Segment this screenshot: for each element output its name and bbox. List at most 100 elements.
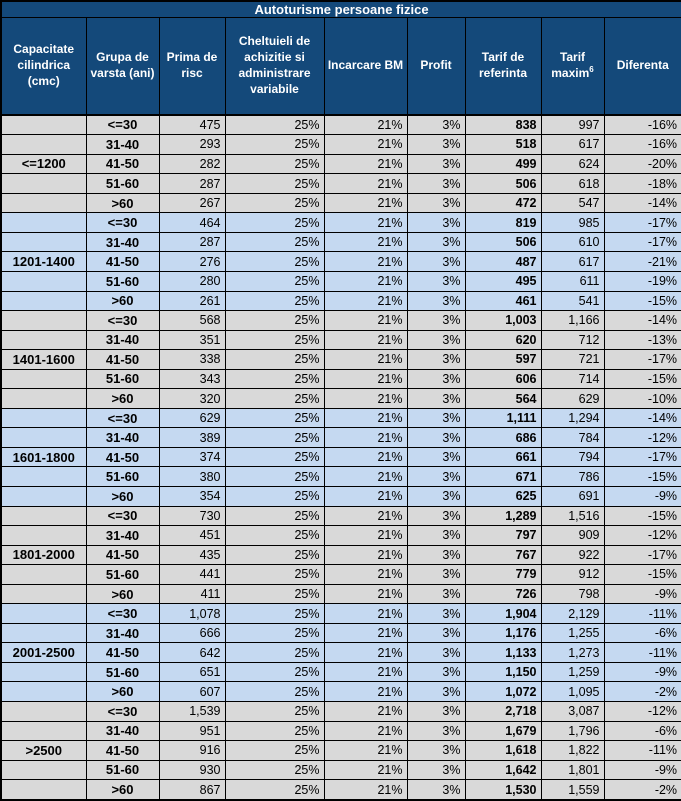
diferenta-cell: -15% — [603, 564, 681, 585]
tarif-maxim-cell: 798 — [540, 583, 605, 605]
incarcare-bm-cell: 21% — [323, 525, 408, 546]
cheltuieli-cell: 25% — [224, 661, 325, 683]
prima-de-risc-cell: 287 — [158, 231, 226, 253]
incarcare-bm-cell: 21% — [323, 779, 408, 801]
diferenta-cell: -11% — [603, 740, 681, 761]
age-cell: 31-40 — [85, 231, 160, 253]
tarif-referinta-cell: 1,642 — [464, 759, 542, 781]
tarif-referinta-cell: 1,176 — [464, 622, 542, 644]
tarif-maxim-cell: 1,095 — [540, 681, 605, 703]
incarcare-bm-cell: 21% — [323, 173, 408, 194]
table-row: <=30 464 25% 21% 3% 819 985 -17% — [0, 212, 681, 233]
profit-cell: 3% — [406, 270, 466, 292]
capacity-cell: 1201-1400 — [0, 251, 87, 272]
tarif-maxim-cell: 610 — [540, 231, 605, 253]
capacity-cell: 1801-2000 — [0, 544, 87, 566]
table-row: 51-60 380 25% 21% 3% 671 786 -15% — [0, 466, 681, 487]
table-row: 31-40 287 25% 21% 3% 506 610 -17% — [0, 231, 681, 253]
profit-cell: 3% — [406, 251, 466, 272]
capacity-cell: <=1200 — [0, 153, 87, 175]
tarif-maxim-cell: 784 — [540, 427, 605, 448]
cheltuieli-cell: 25% — [224, 407, 325, 429]
table-row: 1401-1600 41-50 338 25% 21% 3% 597 721 -17% — [0, 349, 681, 370]
table-row: >60 607 25% 21% 3% 1,072 1,095 -2% — [0, 681, 681, 703]
incarcare-bm-cell: 21% — [323, 661, 408, 683]
tarif-referinta-cell: 625 — [464, 486, 542, 507]
table-row: <=30 1,078 25% 21% 3% 1,904 2,129 -11% — [0, 603, 681, 624]
age-cell: 31-40 — [85, 720, 160, 742]
tarif-maxim-cell: 912 — [540, 564, 605, 585]
profit-cell: 3% — [406, 720, 466, 742]
diferenta-cell: -10% — [603, 388, 681, 409]
table-row: >60 261 25% 21% 3% 461 541 -15% — [0, 290, 681, 312]
profit-cell: 3% — [406, 446, 466, 468]
cheltuieli-cell: 25% — [224, 681, 325, 703]
tarif-maxim-cell: 909 — [540, 525, 605, 546]
incarcare-bm-cell: 21% — [323, 251, 408, 272]
incarcare-bm-cell: 21% — [323, 466, 408, 487]
tarif-maxim-cell: 1,516 — [540, 505, 605, 527]
age-cell: >60 — [85, 583, 160, 605]
diferenta-cell: -9% — [603, 661, 681, 683]
tarif-maxim-cell: 1,259 — [540, 661, 605, 683]
profit-cell: 3% — [406, 661, 466, 683]
table-title: Autoturisme persoane fizice — [0, 0, 681, 18]
profit-cell: 3% — [406, 407, 466, 429]
cheltuieli-cell: 25% — [224, 368, 325, 390]
tarif-maxim-cell: 1,273 — [540, 642, 605, 663]
tarif-referinta-cell: 726 — [464, 583, 542, 605]
age-cell: <=30 — [85, 113, 160, 136]
capacity-cell — [0, 681, 87, 703]
table-body: <=30 475 25% 21% 3% 838 997 -16% 31-40 293 25% 21% 3… — [0, 113, 681, 801]
age-cell: 41-50 — [85, 349, 160, 370]
tarif-referinta-cell: 838 — [464, 113, 542, 136]
cheltuieli-cell: 25% — [224, 173, 325, 194]
profit-cell: 3% — [406, 681, 466, 703]
column-header-profit: Profit — [406, 17, 466, 116]
prima-de-risc-cell: 916 — [158, 740, 226, 761]
tarif-maxim-cell: 1,294 — [540, 407, 605, 429]
profit-cell: 3% — [406, 134, 466, 155]
capacity-cell — [0, 407, 87, 429]
table-row: <=30 629 25% 21% 3% 1,111 1,294 -14% — [0, 407, 681, 429]
tarif-maxim-cell: 617 — [540, 134, 605, 155]
incarcare-bm-cell: 21% — [323, 329, 408, 351]
profit-cell: 3% — [406, 740, 466, 761]
incarcare-bm-cell: 21% — [323, 310, 408, 331]
column-header-capacity: Capacitate cilindrica (cmc) — [0, 17, 87, 116]
age-cell: 51-60 — [85, 368, 160, 390]
cheltuieli-cell: 25% — [224, 329, 325, 351]
tarif-referinta-cell: 1,003 — [464, 310, 542, 331]
age-cell: 51-60 — [85, 661, 160, 683]
prima-de-risc-cell: 451 — [158, 525, 226, 546]
capacity-cell — [0, 661, 87, 683]
tarif-referinta-cell: 1,904 — [464, 603, 542, 624]
cheltuieli-cell: 25% — [224, 740, 325, 761]
tarif-referinta-cell: 1,530 — [464, 779, 542, 801]
column-header-tarif-maxim: Tarif maxim6 — [540, 17, 605, 116]
capacity-cell: 1601-1800 — [0, 446, 87, 468]
profit-cell: 3% — [406, 759, 466, 781]
cheltuieli-cell: 25% — [224, 505, 325, 527]
cheltuieli-cell: 25% — [224, 113, 325, 136]
prima-de-risc-cell: 343 — [158, 368, 226, 390]
tarif-referinta-cell: 1,111 — [464, 407, 542, 429]
profit-cell: 3% — [406, 212, 466, 233]
table-row: 1601-1800 41-50 374 25% 21% 3% 661 794 -17% — [0, 446, 681, 468]
diferenta-cell: -16% — [603, 134, 681, 155]
profit-cell: 3% — [406, 290, 466, 312]
tarif-maxim-cell: 611 — [540, 270, 605, 292]
tarif-referinta-cell: 1,133 — [464, 642, 542, 663]
table-row: >60 354 25% 21% 3% 625 691 -9% — [0, 486, 681, 507]
tarif-maxim-cell: 617 — [540, 251, 605, 272]
incarcare-bm-cell: 21% — [323, 153, 408, 175]
prima-de-risc-cell: 1,078 — [158, 603, 226, 624]
diferenta-cell: -15% — [603, 290, 681, 312]
capacity-cell — [0, 329, 87, 351]
profit-cell: 3% — [406, 192, 466, 214]
cheltuieli-cell: 25% — [224, 212, 325, 233]
tarif-maxim-cell: 721 — [540, 349, 605, 370]
prima-de-risc-cell: 380 — [158, 466, 226, 487]
table-row: 31-40 451 25% 21% 3% 797 909 -12% — [0, 525, 681, 546]
